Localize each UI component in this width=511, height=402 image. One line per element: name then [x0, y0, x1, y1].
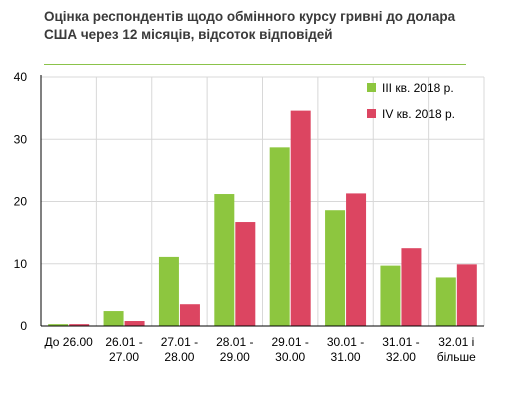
legend: III кв. 2018 р. IV кв. 2018 р.	[367, 81, 455, 121]
y-tick-label: 20	[14, 195, 28, 209]
x-tick-label: 30.01 -31.00	[327, 335, 364, 364]
x-tick-label-line: 31.00	[331, 350, 361, 364]
y-tick-label: 10	[14, 257, 28, 271]
legend-swatch-1	[367, 109, 376, 118]
x-tick-label: До 26.00	[45, 335, 94, 349]
bar-q3-4	[269, 147, 290, 326]
legend-swatch-0	[367, 83, 376, 92]
x-tick-label-line: До 26.00	[45, 335, 94, 349]
bar-q3-0	[48, 324, 69, 326]
bar-q4-2	[179, 304, 200, 326]
bars-layer	[48, 110, 477, 327]
x-tick-label-line: 32.00	[386, 350, 416, 364]
x-tick-label-line: 28.01 -	[216, 335, 253, 349]
legend-label-1: IV кв. 2018 р.	[382, 107, 455, 121]
bar-q4-1	[124, 321, 145, 326]
bar-q4-3	[235, 222, 256, 326]
x-tick-label-line: 26.01 -	[105, 335, 142, 349]
x-tick-label: 28.01 -29.00	[216, 335, 253, 364]
x-tick-label: 27.01 -28.00	[161, 335, 198, 364]
x-tick-label-line: 28.00	[164, 350, 194, 364]
bar-q4-7	[456, 264, 477, 326]
y-tick-label: 30	[14, 132, 28, 146]
chart-title: Оцінка респондентів щодо обмінного курсу…	[44, 9, 456, 42]
x-tick-label-line: 29.00	[220, 350, 250, 364]
x-tick-label-line: 30.01 -	[327, 335, 364, 349]
y-tick-label: 40	[14, 70, 28, 84]
bar-q4-0	[69, 324, 90, 326]
legend-label-0: III кв. 2018 р.	[382, 81, 454, 95]
bar-q3-6	[380, 265, 401, 326]
bar-q3-2	[158, 256, 179, 326]
x-tick-label: 32.01 і більше	[437, 335, 476, 364]
bar-q3-3	[214, 194, 235, 326]
x-tick-label-line: більше	[437, 350, 476, 364]
bar-q3-1	[103, 311, 124, 326]
x-tick-label: 31.01 -32.00	[382, 335, 419, 364]
x-tick-label-line: 29.01 -	[272, 335, 309, 349]
x-tick-label: 26.01 -27.00	[105, 335, 142, 364]
x-tick-label-line: 27.00	[109, 350, 139, 364]
x-tick-label: 29.01 -30.00	[272, 335, 309, 364]
axis-layer	[40, 75, 484, 327]
x-tick-label-line: 31.01 -	[382, 335, 419, 349]
x-tick-label-line: 32.01 і	[438, 335, 474, 349]
bar-q4-4	[290, 110, 311, 327]
title-rule	[44, 64, 466, 65]
y-tick-labels: 0 10 20 30 40	[14, 70, 28, 333]
bar-q4-5	[346, 193, 367, 326]
bar-q3-7	[435, 277, 456, 326]
x-tick-label-line: 30.00	[275, 350, 305, 364]
bar-q4-6	[401, 248, 422, 326]
bar-q3-5	[325, 210, 346, 326]
x-tick-label-line: 27.01 -	[161, 335, 198, 349]
y-tick-label: 0	[20, 319, 27, 333]
